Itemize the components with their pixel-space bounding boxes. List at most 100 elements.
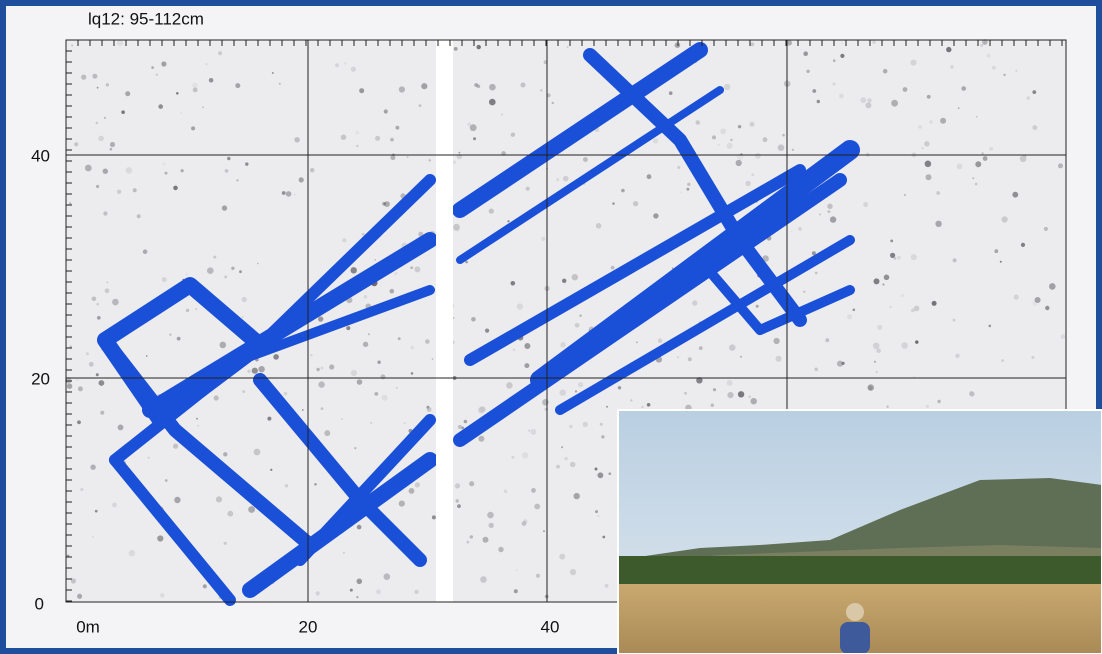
speckle [235, 83, 240, 88]
speckle [480, 576, 487, 583]
speckle [756, 305, 759, 308]
speckle [612, 202, 614, 204]
speckle [601, 435, 604, 438]
speckle [257, 263, 259, 265]
speckle [745, 181, 750, 186]
speckle [461, 427, 464, 430]
speckle [351, 370, 357, 376]
speckle [961, 86, 966, 91]
speckle [570, 462, 576, 468]
speckle [90, 465, 95, 470]
speckle [299, 177, 304, 182]
speckle [457, 504, 461, 508]
speckle [356, 596, 358, 598]
speckle [117, 40, 123, 46]
speckle [915, 340, 918, 343]
speckle [534, 504, 540, 510]
speckle [583, 422, 588, 427]
speckle [556, 178, 559, 181]
speckle [324, 430, 330, 436]
speckle [209, 78, 214, 83]
speckle [414, 590, 418, 594]
speckle [578, 382, 583, 387]
speckle [489, 523, 494, 528]
speckle [517, 303, 523, 309]
speckle [489, 84, 496, 91]
speckle [282, 191, 286, 195]
speckle [730, 139, 733, 142]
speckle [376, 590, 381, 595]
speckle [359, 88, 364, 93]
speckle [596, 223, 602, 229]
speckle [1001, 216, 1007, 222]
speckle [975, 183, 978, 186]
speckle [74, 142, 78, 146]
speckle [729, 344, 735, 350]
speckle [176, 92, 179, 95]
speckle [904, 194, 906, 196]
speckle [806, 70, 809, 73]
speckle [653, 213, 658, 218]
speckle [536, 574, 540, 578]
speckle [559, 554, 565, 560]
speckle [396, 387, 398, 389]
speckle [335, 63, 339, 67]
speckle [514, 589, 518, 593]
speckle [192, 83, 197, 88]
speckle [247, 370, 250, 373]
speckle [563, 176, 569, 182]
speckle [528, 430, 530, 432]
speckle [687, 183, 690, 186]
speckle [633, 201, 638, 206]
speckle [302, 409, 304, 411]
speckle [342, 238, 346, 242]
speckle [874, 361, 876, 363]
speckle [1021, 243, 1025, 247]
speckle [976, 116, 978, 118]
speckle [1032, 90, 1036, 94]
speckle [355, 131, 359, 135]
speckle [513, 349, 515, 351]
speckle [467, 123, 471, 127]
speckle [469, 481, 474, 486]
speckle [407, 156, 409, 158]
speckle [841, 42, 843, 44]
speckle [346, 326, 350, 330]
speckle [71, 44, 73, 46]
speckle [470, 535, 473, 538]
speckle [432, 358, 434, 360]
speckle [524, 343, 530, 349]
speckle [696, 120, 701, 125]
speckle [429, 159, 431, 161]
speckle [316, 591, 320, 595]
speckle [318, 381, 324, 387]
speckle [860, 97, 866, 103]
speckle [92, 297, 97, 302]
speckle [97, 303, 99, 305]
speckle [77, 594, 82, 599]
speckle [511, 281, 516, 286]
speckle [803, 291, 805, 293]
speckle [574, 493, 580, 499]
speckle [1015, 70, 1017, 72]
speckle [833, 59, 836, 62]
speckle [560, 389, 566, 395]
speckle [641, 406, 643, 408]
speckle [986, 54, 990, 58]
speckle [953, 319, 956, 322]
speckle [803, 51, 808, 56]
speckle [160, 593, 165, 598]
speckle [918, 125, 922, 129]
speckle [891, 100, 898, 107]
speckle [459, 152, 461, 154]
speckle [1003, 74, 1005, 76]
speckle [750, 122, 755, 127]
speckle [890, 253, 895, 258]
speckle [487, 512, 494, 519]
speckle [227, 157, 230, 160]
speckle [932, 301, 937, 306]
gap [436, 40, 453, 602]
speckle [595, 468, 598, 471]
speckle [847, 314, 852, 319]
speckle [524, 363, 529, 368]
